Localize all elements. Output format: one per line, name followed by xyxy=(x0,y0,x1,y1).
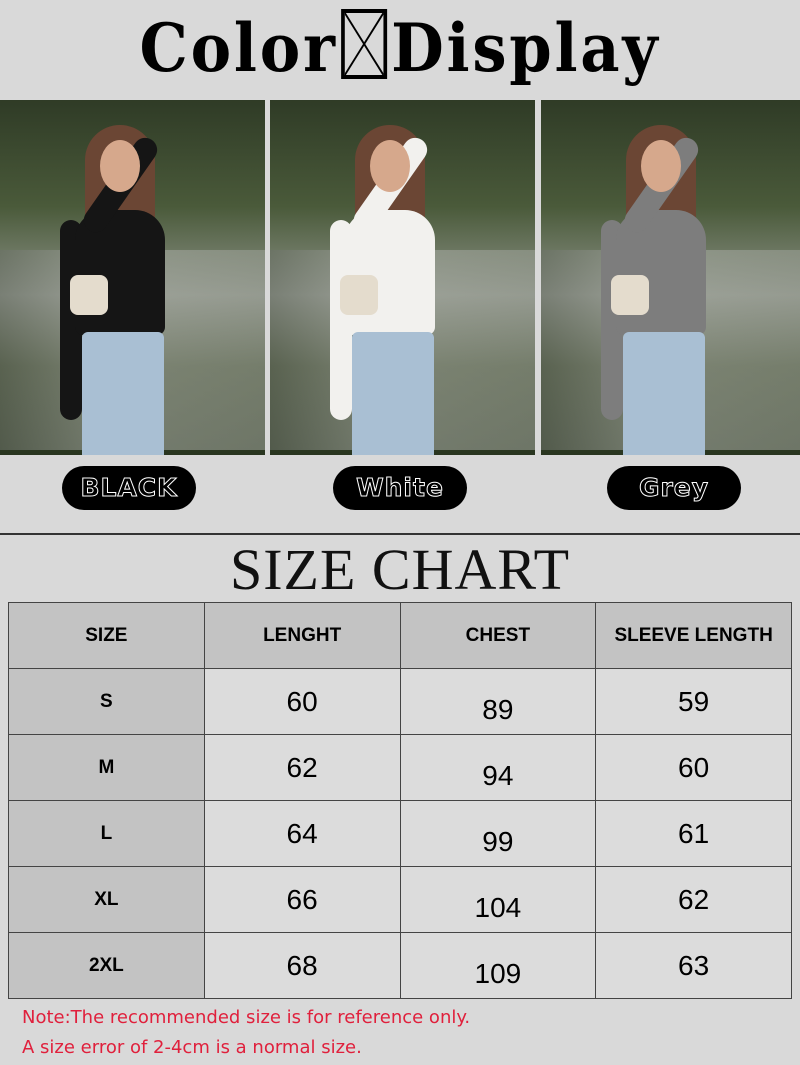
table-cell: 68 xyxy=(203,932,401,999)
table-cell: 64 xyxy=(203,800,401,867)
column-header: SIZE xyxy=(8,602,205,669)
table-header-row: SIZE LENGHT CHEST SLEEVE LENGTH xyxy=(8,602,792,669)
table-row: M 62 94 60 xyxy=(8,734,792,801)
table-row: L 64 99 61 xyxy=(8,800,792,867)
table-cell: 61 xyxy=(595,800,792,867)
boxed-x-icon xyxy=(341,9,388,79)
color-label-grey: Grey xyxy=(607,466,741,510)
table-cell: S xyxy=(8,668,205,735)
table-cell: 63 xyxy=(595,932,792,999)
table-cell: M xyxy=(8,734,205,801)
table-cell: 99 xyxy=(399,800,597,867)
divider xyxy=(0,533,800,535)
note-line-2: A size error of 2-4cm is a normal size. xyxy=(22,1037,362,1058)
table-cell: XL xyxy=(8,866,205,933)
table-row: S 60 89 59 xyxy=(8,668,792,735)
chest-value: 104 xyxy=(474,891,522,923)
product-photo-grey xyxy=(541,100,800,455)
column-header: CHEST xyxy=(399,602,597,669)
table-row: XL 66 104 62 xyxy=(8,866,792,933)
table-cell: 59 xyxy=(595,668,792,735)
size-chart-title: SIZE CHART xyxy=(229,537,571,602)
column-header: SLEEVE LENGTH xyxy=(595,602,792,669)
chest-value: 99 xyxy=(482,825,514,857)
table-cell: L xyxy=(8,800,205,867)
table-cell: 89 xyxy=(399,668,597,735)
table-cell: 60 xyxy=(595,734,792,801)
table-cell: 66 xyxy=(203,866,401,933)
chest-value: 89 xyxy=(482,693,514,725)
chest-value: 109 xyxy=(474,957,522,989)
color-label-white: White xyxy=(333,466,467,510)
table-cell: 2XL xyxy=(8,932,205,999)
table-cell: 62 xyxy=(595,866,792,933)
product-photo-black xyxy=(0,100,265,455)
table-cell: 104 xyxy=(399,866,597,933)
table-row: 2XL 68 109 63 xyxy=(8,932,792,999)
product-photo-white xyxy=(270,100,535,455)
note-line-1: Note:The recommended size is for referen… xyxy=(22,1007,471,1028)
table-cell: 109 xyxy=(399,932,597,999)
chest-value: 94 xyxy=(482,759,514,791)
table-cell: 62 xyxy=(203,734,401,801)
column-header: LENGHT xyxy=(203,602,401,669)
color-label-black: BLACK xyxy=(62,466,196,510)
table-cell: 60 xyxy=(203,668,401,735)
title-left: Color xyxy=(139,9,338,87)
title-right: Display xyxy=(391,9,661,87)
table-cell: 94 xyxy=(399,734,597,801)
page-title: Color Display xyxy=(32,8,768,88)
size-chart-table: SIZE LENGHT CHEST SLEEVE LENGTH S 60 89 59 M 62 94… xyxy=(8,602,792,999)
